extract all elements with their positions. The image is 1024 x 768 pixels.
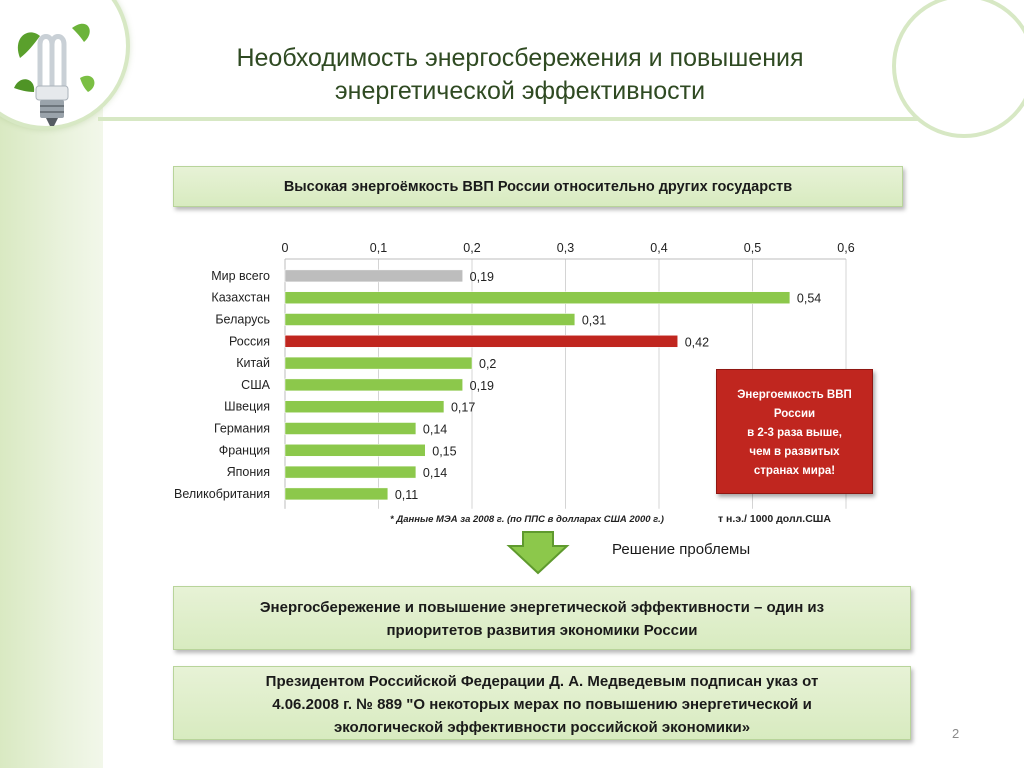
solution-label: Решение проблемы: [612, 541, 751, 558]
category-label: Казахстан: [211, 291, 270, 305]
x-tick-label: 0,2: [463, 241, 480, 255]
category-label: Россия: [229, 334, 270, 348]
data-label: 0,14: [423, 423, 447, 437]
energy-saving-bulb-icon: [14, 23, 95, 126]
callout-line-2: России: [773, 408, 816, 420]
category-label: Великобритания: [174, 487, 270, 501]
data-label: 0,14: [423, 466, 447, 480]
x-tick-label: 0,3: [557, 241, 574, 255]
bar-10: [284, 487, 389, 501]
data-label: 0,15: [432, 444, 456, 458]
priority-banner: Энергосбережение и повышение энергетичес…: [173, 586, 911, 650]
bar-4: [284, 356, 473, 370]
decree-line-1: Президентом Российской Федерации Д. А. М…: [265, 673, 819, 690]
callout-line-1: Энергоемкость ВВП: [737, 389, 852, 401]
category-label: США: [241, 378, 270, 392]
callout-line-4: чем в развитых: [749, 446, 840, 458]
bar-0: [284, 269, 463, 283]
russia-callout: Энергоемкость ВВП России в 2-3 раза выше…: [716, 369, 873, 494]
decorative-circle: [892, 0, 1024, 138]
bar-6: [284, 400, 445, 413]
category-label: Швеция: [224, 400, 270, 414]
page-title: Необходимость энергосбережения и повышен…: [140, 42, 900, 108]
bar-3: [284, 335, 678, 348]
callout-line-5: странах мира!: [753, 465, 836, 477]
x-tick-label: 0,1: [370, 241, 387, 255]
x-tick-label: 0,6: [837, 241, 854, 255]
x-tick-label: 0,5: [744, 241, 761, 255]
data-label: 0,54: [797, 292, 821, 306]
category-label: Беларусь: [215, 313, 270, 327]
category-label: Франция: [219, 443, 270, 457]
energy-intensity-bar-chart: 0 0,1 0,2 0,3 0,4 0,5 0,6 Мир всего 0,19 Казахста…: [174, 241, 855, 525]
decree-line-3: экологической эффективности российской э…: [333, 719, 751, 736]
page-number: 2: [952, 726, 960, 741]
data-label: 0,19: [470, 379, 494, 393]
x-tick-label: 0: [282, 241, 289, 255]
chart-heading-banner: Высокая энергоёмкость ВВП России относит…: [173, 166, 903, 207]
data-label: 0,19: [470, 270, 494, 284]
title-divider: [98, 117, 918, 121]
data-label: 0,31: [582, 314, 606, 328]
bar-5: [284, 378, 463, 392]
down-arrow-icon: [506, 531, 570, 575]
title-line-2: энергетической эффективности: [334, 77, 706, 105]
bar-2: [284, 313, 576, 326]
priority-line-1: Энергосбережение и повышение энергетичес…: [259, 599, 825, 616]
priority-line-2: приоритетов развития экономики России: [386, 622, 698, 639]
bar-8: [284, 444, 426, 457]
bar-7: [284, 422, 417, 435]
category-label: Германия: [214, 422, 270, 436]
data-label: 0,17: [451, 401, 475, 415]
decree-banner: Президентом Российской Федерации Д. А. М…: [173, 666, 911, 740]
category-label: Мир всего: [211, 269, 270, 283]
bar-9: [284, 465, 417, 479]
x-tick-label: 0,4: [650, 241, 667, 255]
category-label: Япония: [227, 465, 270, 479]
data-label: 0,11: [395, 488, 418, 502]
category-label: Китай: [236, 356, 270, 370]
data-label: 0,42: [685, 335, 709, 349]
chart-footnote: * Данные МЭА за 2008 г. (по ППС в доллар…: [390, 514, 664, 525]
bar-1: [284, 291, 791, 304]
title-line-1: Необходимость энергосбережения и повышен…: [236, 44, 804, 72]
data-label: 0,2: [479, 357, 496, 371]
decree-line-2: 4.06.2008 г. № 889 "О некоторых мерах по…: [272, 696, 812, 713]
callout-line-3: в 2-3 раза выше,: [747, 427, 842, 439]
chart-unit-label: т н.э./ 1000 долл.США: [718, 513, 831, 525]
